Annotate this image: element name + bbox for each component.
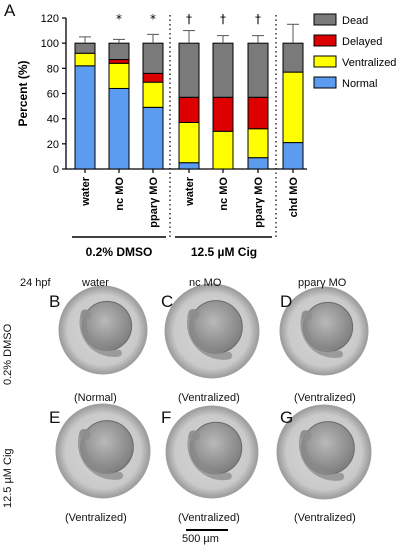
caption-e: (Ventralized): [65, 512, 127, 524]
bar-segment-ventralized: [282, 71, 304, 144]
embryo-body: [187, 430, 232, 481]
bar-segment-delayed: [212, 96, 234, 132]
x-tick-label: pparγ MO: [148, 177, 160, 228]
embryo-body: [77, 429, 124, 480]
x-tick-label: nc MO: [114, 177, 126, 211]
bar-segment-delayed: [142, 72, 164, 83]
scale-bar-label: 500 µm: [182, 533, 219, 545]
embryo-image-g: [276, 404, 372, 500]
significance-marker: †: [220, 12, 226, 26]
column-label-ppar-mo: pparγ MO: [298, 277, 347, 289]
bar-segment-dead: [212, 42, 234, 98]
y-tick-label: 0: [53, 164, 59, 176]
bar-segment-ventralized: [108, 62, 130, 89]
legend-label-delayed: Delayed: [342, 36, 382, 48]
group-label: 0.2% DMSO: [86, 245, 153, 259]
bar-segment-normal: [247, 157, 269, 170]
stage-label: 24 hpf: [20, 277, 51, 289]
panel-letter-a: A: [4, 1, 16, 20]
bar-segment-dead: [74, 42, 96, 54]
embryo-body: [298, 430, 345, 481]
y-tick-label: 100: [41, 38, 59, 50]
embryo-image-f: [165, 405, 259, 499]
x-tick-label: water: [80, 176, 92, 206]
embryo-photo-grid: [55, 283, 372, 531]
stacked-bar-chart: 0 20 40 60 80 100 120 Percent (%) water nc MO * ppa…: [16, 12, 396, 259]
y-tick-label: 20: [47, 139, 59, 151]
bar-segment-ventralized: [178, 121, 200, 164]
significance-marker: *: [150, 12, 156, 26]
panel-letter-d: D: [280, 292, 293, 311]
panel-letter-g: G: [280, 408, 294, 427]
bar-segment-normal: [142, 106, 164, 170]
panel-letter-b: B: [49, 292, 61, 311]
embryo-image-d: [279, 286, 369, 376]
panel-letter-f: F: [161, 408, 172, 427]
legend-label-dead: Dead: [342, 15, 368, 27]
x-tick-label: pparγ MO: [253, 177, 265, 228]
embryo-head: [79, 428, 91, 441]
bar-segment-delayed: [178, 96, 200, 123]
y-tick-label: 40: [47, 114, 59, 126]
embryo-head: [301, 310, 313, 321]
embryo-image-e: [55, 403, 151, 499]
bar-segment-normal: [178, 162, 200, 170]
significance-marker: †: [255, 12, 261, 26]
embryo-image-c: [164, 283, 260, 379]
caption-c: (Ventralized): [178, 392, 240, 404]
embryo-body: [300, 310, 343, 358]
bar-segment-ventralized: [247, 128, 269, 159]
legend-label-normal: Normal: [342, 78, 377, 90]
legend-swatch-dead: [313, 13, 337, 26]
legend-swatch-normal: [313, 76, 337, 89]
embryo-head: [300, 429, 312, 442]
bar-segment-ventralized: [142, 81, 164, 108]
y-axis-label: Percent (%): [16, 60, 30, 126]
y-tick-label: 120: [41, 13, 59, 25]
y-tick-label: 60: [47, 89, 59, 101]
bar-segment-dead: [247, 42, 269, 98]
legend-label-ventralized: Ventralized: [342, 57, 396, 69]
bar-segment-delayed: [247, 96, 269, 130]
bar-segment-normal: [108, 87, 130, 170]
caption-d: (Ventralized): [294, 392, 356, 404]
row-label-cig: 12.5 µM Cig: [2, 448, 14, 508]
panel-letter-c: C: [161, 292, 174, 311]
caption-b: (Normal): [74, 392, 117, 404]
bar-segment-ventralized: [74, 52, 96, 67]
embryo-head: [188, 430, 200, 442]
legend-swatch-delayed: [313, 34, 337, 47]
bar-segment-dead: [142, 42, 164, 74]
embryo-image-b: [58, 285, 148, 375]
y-tick-label: 80: [47, 63, 59, 75]
significance-marker: †: [186, 12, 192, 26]
x-tick-label: water: [184, 176, 196, 206]
group-label: 12.5 µM Cig: [191, 245, 257, 259]
significance-marker: *: [116, 12, 122, 26]
column-label-water: water: [82, 277, 109, 289]
column-label-nc-mo: nc MO: [189, 277, 222, 289]
x-tick-label: chd MO: [288, 177, 300, 218]
caption-f: (Ventralized): [178, 512, 240, 524]
bar-segment-dead: [178, 42, 200, 98]
row-label-dmso: 0.2% DMSO: [2, 323, 14, 385]
panel-letter-e: E: [49, 408, 61, 427]
x-tick-label: nc MO: [218, 177, 230, 211]
embryo-body: [79, 309, 122, 357]
bar-segment-dead: [282, 42, 304, 73]
embryo-head: [80, 309, 92, 320]
bar-segment-delayed: [108, 59, 130, 64]
bar-segment-normal: [282, 142, 304, 170]
caption-g: (Ventralized): [294, 512, 356, 524]
embryo-body: [186, 309, 233, 360]
bar-segment-dead: [108, 42, 130, 61]
legend-swatch-ventralized: [313, 55, 337, 68]
bar-segment-normal: [74, 65, 96, 170]
embryo-head: [188, 308, 200, 321]
bar-segment-ventralized: [212, 130, 234, 170]
